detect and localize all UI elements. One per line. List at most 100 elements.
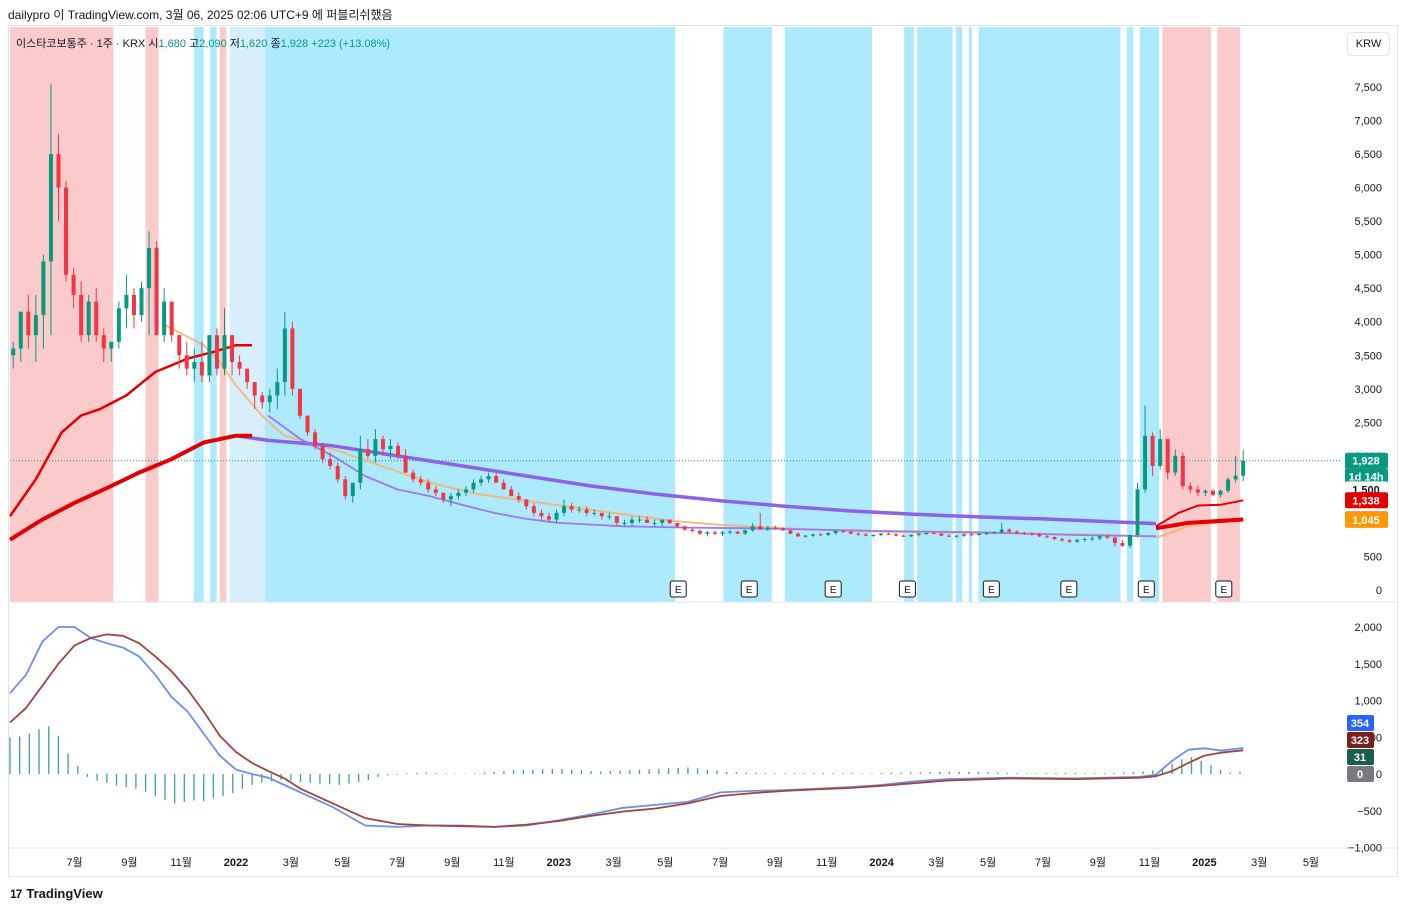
candle-body	[116, 308, 121, 342]
candle-body	[577, 509, 582, 511]
candle-body	[230, 335, 235, 362]
candle-body	[833, 530, 838, 533]
candle-body	[1226, 479, 1231, 491]
ma-long-purple-line	[235, 433, 1157, 526]
macd-axis-badge-label: 31	[1354, 752, 1366, 764]
price-axis-tick: 6,500	[1354, 149, 1382, 161]
candle-body	[743, 530, 748, 534]
macd-axis-badge	[1347, 732, 1374, 748]
candle-body	[1210, 490, 1215, 495]
candle-body	[516, 496, 521, 500]
candle-body	[501, 482, 506, 490]
footer-brand[interactable]: 17 TradingView	[10, 886, 103, 901]
candle-body	[177, 335, 182, 356]
candle-body	[554, 512, 559, 520]
candle-body	[365, 449, 370, 456]
macd-axis-tick: −1,000	[1348, 843, 1382, 855]
candle-body	[728, 531, 733, 533]
candle-body	[758, 526, 763, 530]
bg-band-red	[219, 27, 227, 602]
earnings-marker-label: E	[830, 585, 837, 596]
candle-body	[11, 348, 16, 356]
candle-body	[109, 341, 114, 349]
candle-body	[1135, 489, 1140, 536]
candle-body	[750, 526, 755, 531]
candle-body	[531, 506, 536, 513]
candle-body	[712, 532, 717, 534]
candle-body	[886, 533, 891, 535]
price-axis-tick: 7,000	[1354, 116, 1382, 128]
earnings-marker-icon	[1060, 580, 1078, 598]
candle-body	[94, 301, 99, 336]
price-axis-badge-label: 1d 14h	[1349, 472, 1384, 484]
ma-fast-tail-line	[1155, 499, 1244, 528]
candle-body	[448, 496, 453, 500]
candle-body	[803, 535, 808, 537]
candle-body	[1090, 538, 1095, 540]
candle-body	[773, 527, 778, 529]
candle-body	[1022, 532, 1027, 534]
candle-body	[328, 459, 333, 466]
high-value: 2,090	[199, 38, 227, 50]
candle-body	[237, 361, 242, 369]
macd-line	[9, 626, 1244, 828]
candle-body	[403, 455, 408, 473]
candle-body	[1165, 439, 1170, 473]
bg-band-blue	[210, 27, 217, 602]
candle-body	[1044, 536, 1049, 538]
candle-body	[720, 532, 725, 534]
time-axis-tick: 11월	[493, 856, 515, 869]
ma-fast-red-line	[8, 343, 253, 517]
bg-band-blue	[968, 27, 972, 602]
symbol-name[interactable]: 이스타코보통주 · 1주 · KRX	[16, 38, 146, 50]
earnings-marker-icon	[982, 580, 1000, 598]
earnings-marker-icon	[669, 580, 687, 598]
bg-band-red	[145, 27, 159, 602]
candle-body	[131, 294, 136, 316]
earnings-marker-label: E	[746, 585, 753, 596]
candle-body	[471, 482, 476, 490]
bg-band-blue	[978, 27, 1121, 602]
candle-body	[260, 395, 265, 403]
macd-axis-badge-label: 354	[1351, 718, 1370, 730]
macd-axis-badge	[1347, 749, 1374, 765]
candle-body	[1173, 455, 1178, 473]
candle-body	[456, 492, 461, 497]
candle-body	[199, 361, 204, 376]
price-axis-badge	[1345, 468, 1388, 485]
price-axis-tick: 4,500	[1354, 283, 1382, 295]
candle-body	[479, 479, 484, 483]
price-axis-badge	[1345, 511, 1388, 528]
currency-button[interactable]: KRW	[1347, 32, 1390, 56]
candle-body	[901, 535, 906, 537]
price-axis-badge	[1345, 452, 1388, 469]
candle-body	[1112, 537, 1117, 544]
candle-body	[1014, 531, 1019, 533]
candle-body	[343, 479, 348, 497]
low-label: 저	[229, 38, 240, 50]
candle-body	[184, 355, 189, 369]
candle-body	[350, 482, 355, 497]
candle-body	[977, 533, 982, 536]
candle-body	[848, 531, 853, 534]
bg-band-blue	[917, 27, 953, 602]
candle-body	[86, 301, 91, 336]
candle-body	[1060, 539, 1065, 541]
candle-body	[984, 532, 989, 534]
candle-body	[18, 311, 23, 349]
candle-body	[1097, 536, 1102, 539]
chart-frame	[8, 25, 1398, 877]
candle-body	[1158, 439, 1163, 466]
candle-body	[418, 479, 423, 483]
macd-axis-tick: 0	[1376, 769, 1382, 781]
candle-body	[705, 532, 710, 534]
candle-body	[569, 506, 574, 510]
time-axis-tick: 5월	[334, 856, 350, 869]
candle-body	[1127, 535, 1132, 546]
candle-body	[599, 512, 604, 517]
earnings-marker-label: E	[1065, 585, 1072, 596]
time-axis-tick: 11월	[170, 856, 192, 869]
candle-body	[1195, 489, 1200, 493]
candle-body	[924, 532, 929, 534]
